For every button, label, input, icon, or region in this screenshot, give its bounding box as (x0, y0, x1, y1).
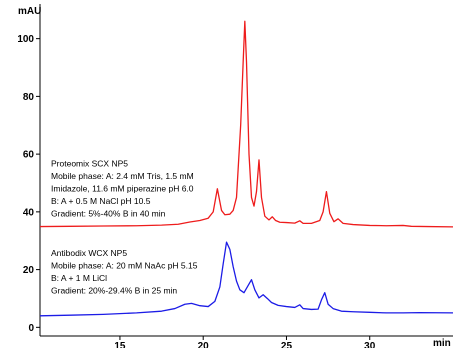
x-tick-label-20: 20 (198, 341, 210, 348)
series-layer (39, 20, 453, 317)
x-tick-label-25: 25 (281, 341, 293, 348)
chromatogram-trace-1 (39, 20, 453, 228)
y-axis-unit-label: mAU (18, 6, 41, 17)
annotation-2-line-2: Mobile phase: A: 20 mM NaAc pH 5.15 (51, 261, 198, 271)
annotation-1-line-5: Gradient: 5%-40% B in 40 min (51, 209, 166, 219)
y-tick-label-60: 60 (23, 150, 35, 161)
annotation-2-line-3: B: A + 1 M LiCl (51, 273, 107, 283)
y-tick-label-0: 0 (28, 323, 34, 334)
chromatogram-trace-2 (39, 241, 453, 317)
annotation-2-line-1: Antibodix WCX NP5 (51, 248, 127, 258)
axes: 0 20 40 60 80 100 15 20 25 30 (17, 4, 453, 348)
annotation-1-line-2: Mobile phase: A: 2.4 mM Tris, 1.5 mM (51, 171, 194, 181)
annotation-block-2: Antibodix WCX NP5 Mobile phase: A: 20 mM … (51, 248, 198, 296)
annotation-2-line-4: Gradient: 20%-29.4% B in 25 min (51, 286, 177, 296)
annotation-block-1: Proteomix SCX NP5 Mobile phase: A: 2.4 mM… (51, 159, 194, 219)
x-axis-unit-label: min (433, 338, 451, 348)
annotation-1-line-1: Proteomix SCX NP5 (51, 159, 128, 169)
annotation-1-line-3: Imidazole, 11.6 mM piperazine pH 6.0 (51, 184, 194, 194)
y-tick-label-100: 100 (17, 34, 34, 45)
y-tick-label-20: 20 (23, 265, 35, 276)
x-tick-label-15: 15 (114, 341, 126, 348)
y-tick-label-80: 80 (23, 92, 35, 103)
y-tick-label-40: 40 (23, 207, 35, 218)
annotation-layer: Proteomix SCX NP5 Mobile phase: A: 2.4 mM… (51, 159, 198, 296)
x-tick-label-30: 30 (364, 341, 376, 348)
annotation-1-line-4: B: A + 0.5 M NaCl pH 10.5 (51, 196, 151, 206)
